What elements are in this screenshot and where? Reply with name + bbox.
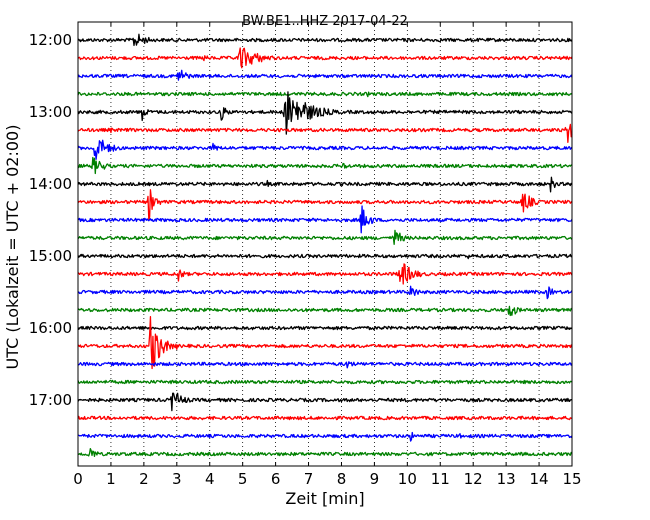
x-tick-label: 3 <box>172 470 182 488</box>
trace-1230 <box>77 69 573 81</box>
x-tick-label: 9 <box>370 470 380 488</box>
x-tick-label: 13 <box>497 470 516 488</box>
y-axis-label: UTC (Lokalzeit = UTC + 02:00) <box>3 125 22 370</box>
trace-1730 <box>77 431 573 442</box>
trace-1600 <box>77 325 573 331</box>
trace-1415 <box>77 189 573 221</box>
x-axis-label: Zeit [min] <box>285 489 364 508</box>
x-tick-label: 1 <box>106 470 116 488</box>
x-tick-label: 2 <box>139 470 149 488</box>
x-tick-label: 10 <box>398 470 417 488</box>
trace-1630 <box>77 361 573 369</box>
trace-1545 <box>77 305 573 317</box>
trace-1400 <box>77 176 573 193</box>
trace-1500 <box>77 253 573 260</box>
x-tick-label: 7 <box>304 470 314 488</box>
x-tick-label: 12 <box>464 470 483 488</box>
x-tick-label: 15 <box>562 470 581 488</box>
trace-1530 <box>77 285 573 300</box>
y-axis-ticks: 12:00 13:00 14:00 15:00 16:00 17:00 <box>29 31 572 409</box>
x-tick-label: 5 <box>238 470 248 488</box>
trace-1645 <box>77 379 573 385</box>
y-tick-label: 15:00 <box>29 247 72 265</box>
x-tick-label: 4 <box>205 470 215 488</box>
y-tick-label: 13:00 <box>29 103 72 121</box>
trace-1200 <box>77 33 573 47</box>
trace-1215 <box>77 47 573 69</box>
y-tick-label: 12:00 <box>29 31 72 49</box>
x-tick-label: 11 <box>431 470 450 488</box>
trace-1330 <box>77 139 573 160</box>
seismogram-traces <box>77 33 573 457</box>
trace-1615 <box>77 316 573 370</box>
trace-1315 <box>77 123 573 143</box>
trace-1245 <box>77 91 573 98</box>
trace-1300 <box>77 91 573 135</box>
trace-1700 <box>77 392 573 412</box>
x-tick-label: 0 <box>73 470 83 488</box>
x-axis-ticks: 0 1 2 3 4 5 6 7 8 9 10 11 12 13 14 15 <box>73 22 582 488</box>
trace-1745 <box>77 448 573 457</box>
trace-1715 <box>77 415 573 421</box>
y-tick-label: 17:00 <box>29 391 72 409</box>
trace-1445 <box>77 229 573 246</box>
y-tick-label: 14:00 <box>29 175 72 193</box>
x-tick-label: 8 <box>337 470 347 488</box>
trace-1345 <box>77 156 573 175</box>
trace-1515 <box>77 263 573 285</box>
x-tick-label: 6 <box>271 470 281 488</box>
trace-1430 <box>77 205 573 234</box>
y-tick-label: 16:00 <box>29 319 72 337</box>
x-tick-label: 14 <box>530 470 549 488</box>
plot-frame <box>77 21 573 467</box>
